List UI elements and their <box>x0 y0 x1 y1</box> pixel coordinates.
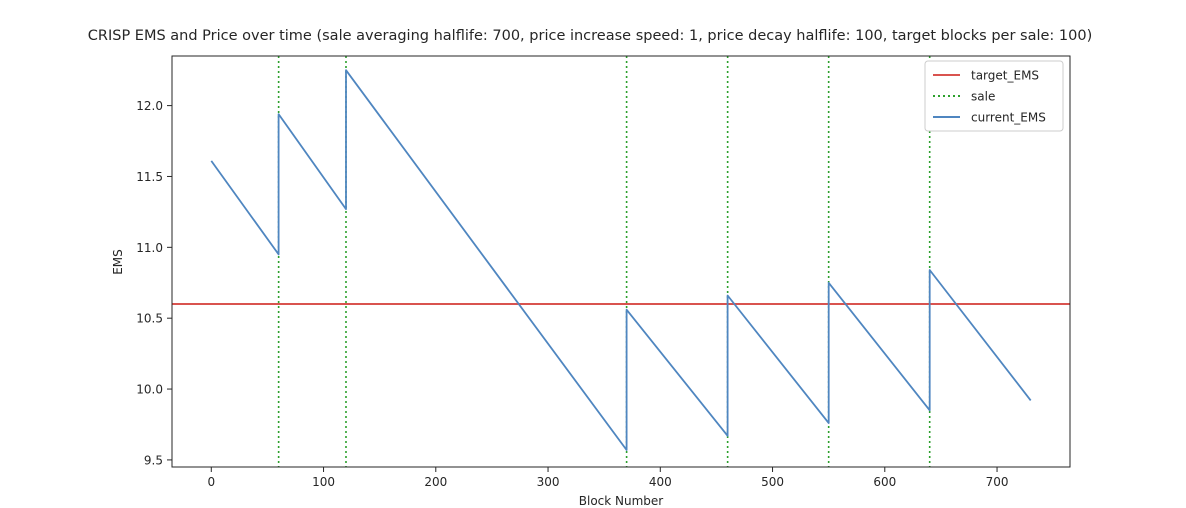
x-axis-ticks: 0 100 200 300 400 500 600 700 <box>207 467 1008 489</box>
x-tick-label-400: 400 <box>649 475 672 489</box>
x-tick-label-0: 0 <box>207 475 215 489</box>
legend-box <box>924 60 1064 132</box>
plot-frame <box>171 55 1071 468</box>
x-tick-label-100: 100 <box>312 475 335 489</box>
x-tick-label-700: 700 <box>986 475 1009 489</box>
x-tick-label-200: 200 <box>424 475 447 489</box>
x-tick-label-500: 500 <box>761 475 784 489</box>
y-axis-ticks: 9.5 10.0 10.5 11.0 11.5 12.0 <box>136 99 172 467</box>
legend-label-target_EMS: target_EMS <box>971 69 1039 83</box>
legend-label-sale: sale <box>971 90 995 104</box>
chart-title: CRISP EMS and Price over time (sale aver… <box>88 28 1092 44</box>
x-tick-label-300: 300 <box>537 475 560 489</box>
current-ems-line <box>210 69 1032 451</box>
y-tick-label-10.0: 10.0 <box>136 383 163 397</box>
x-tick-label-600: 600 <box>873 475 896 489</box>
y-tick-label-9.5: 9.5 <box>144 453 163 467</box>
y-tick-label-11.0: 11.0 <box>136 241 163 255</box>
y-tick-label-12.0: 12.0 <box>136 99 163 113</box>
sale-lines <box>277 56 931 467</box>
x-axis-label: Block Number <box>579 494 664 508</box>
y-axis-label: EMS <box>111 249 125 275</box>
y-tick-label-10.5: 10.5 <box>136 312 163 326</box>
y-tick-label-11.5: 11.5 <box>136 170 163 184</box>
current-ems-line-group <box>210 69 1032 451</box>
legend-label-current_EMS: current_EMS <box>971 111 1046 125</box>
